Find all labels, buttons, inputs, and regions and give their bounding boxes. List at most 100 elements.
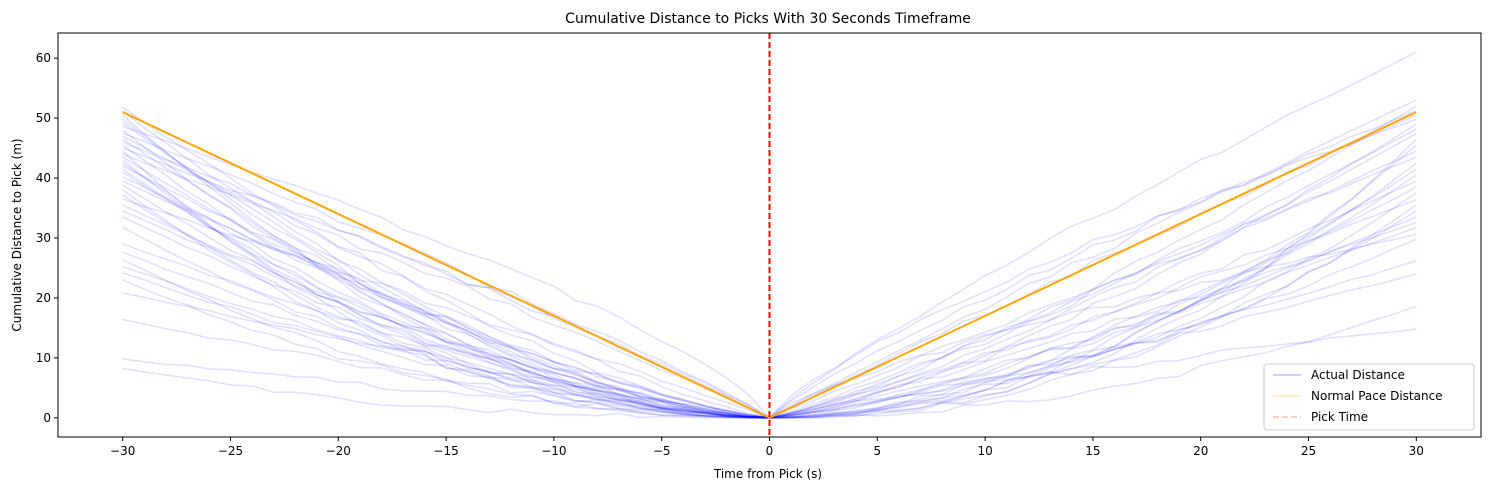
actual-distance-line-after-2	[769, 273, 1417, 419]
x-tick-label-4: −10	[541, 444, 566, 458]
actual-distance-line-before-5	[122, 272, 770, 419]
actual-distance-line-before-34	[122, 129, 770, 419]
actual-distance-line-after-26	[769, 114, 1417, 419]
actual-distance-line-after-25	[768, 118, 1417, 419]
actual-distance-line-before-7	[122, 258, 770, 419]
actual-distance-line-before-4	[122, 279, 770, 419]
legend-box	[1263, 363, 1475, 431]
actual-distance-line-before-36	[122, 122, 770, 419]
actual-distance-line-after-24	[769, 123, 1417, 419]
actual-distance-line-before-30	[122, 141, 770, 419]
actual-distance-line-before-29	[122, 144, 770, 419]
x-tick-label-9: 15	[1085, 444, 1100, 458]
actual-distance-line-after-21	[769, 138, 1417, 419]
y-tick-label-3: 30	[36, 231, 51, 245]
x-tick-label-0: −30	[110, 444, 135, 458]
actual-distance-lines	[122, 51, 1417, 419]
actual-distance-line-after-8	[769, 216, 1417, 419]
actual-distance-line-before-28	[122, 147, 770, 419]
y-tick-label-2: 20	[36, 291, 51, 305]
actual-distance-line-before-33	[122, 132, 770, 419]
actual-distance-line-after-7	[769, 221, 1417, 419]
legend-label-1: Normal Pace Distance	[1311, 389, 1443, 403]
actual-distance-line-before-10	[122, 226, 770, 419]
actual-distance-line-after-19	[769, 150, 1417, 419]
actual-distance-line-before-0	[122, 367, 770, 419]
y-axis-ticks: 0 10 20 30 40 50 60	[36, 51, 58, 425]
actual-distance-line-before-22	[122, 165, 770, 419]
actual-distance-line-before-1	[122, 358, 770, 419]
actual-distance-line-after-18	[769, 156, 1417, 419]
actual-distance-line-before-21	[122, 168, 770, 419]
actual-distance-line-before-3	[122, 292, 770, 419]
x-axis-label: Time from Pick (s)	[713, 467, 822, 481]
actual-distance-line-before-15	[122, 194, 770, 419]
actual-distance-line-before-2	[122, 318, 770, 419]
actual-distance-line-before-32	[122, 135, 770, 419]
actual-distance-line-after-29	[769, 99, 1417, 419]
x-tick-label-10: 20	[1193, 444, 1208, 458]
x-tick-label-12: 30	[1409, 444, 1424, 458]
actual-distance-line-after-17	[769, 162, 1417, 419]
actual-distance-line-after-3	[769, 260, 1417, 419]
actual-distance-line-before-27	[122, 150, 770, 419]
actual-distance-line-before-26	[122, 153, 770, 419]
normal-pace-line	[122, 111, 1417, 419]
actual-distance-line-after-16	[769, 168, 1417, 419]
x-tick-label-2: −20	[326, 444, 351, 458]
actual-distance-line-after-15	[769, 174, 1417, 419]
actual-distance-line-before-6	[122, 266, 770, 419]
x-tick-label-8: 10	[977, 444, 992, 458]
actual-distance-line-after-27	[769, 110, 1417, 419]
actual-distance-line-after-30	[768, 51, 1417, 419]
y-tick-label-0: 0	[43, 411, 51, 425]
actual-distance-line-before-23	[122, 162, 770, 419]
actual-distance-line-before-18	[122, 180, 770, 419]
normal-pace-lines	[122, 111, 1417, 419]
y-tick-label-1: 10	[36, 351, 51, 365]
actual-distance-line-after-4	[769, 238, 1417, 419]
actual-distance-line-after-0	[769, 328, 1417, 419]
actual-distance-line-after-12	[769, 192, 1417, 419]
actual-distance-line-after-13	[769, 186, 1417, 419]
actual-distance-line-before-35	[122, 125, 771, 419]
actual-distance-line-before-8	[122, 251, 770, 419]
legend: Actual Distance Normal Pace Distance Pick …	[1263, 363, 1475, 431]
x-tick-label-3: −15	[433, 444, 458, 458]
actual-distance-line-before-37	[122, 118, 770, 419]
x-tick-label-7: 5	[873, 444, 881, 458]
actual-distance-line-after-5	[769, 233, 1417, 419]
legend-label-2: Pick Time	[1311, 410, 1368, 424]
actual-distance-line-before-13	[122, 204, 770, 419]
actual-distance-line-after-10	[769, 204, 1417, 419]
actual-distance-line-before-19	[122, 176, 770, 419]
actual-distance-line-after-14	[769, 180, 1417, 419]
x-tick-label-11: 25	[1301, 444, 1316, 458]
actual-distance-line-before-20	[122, 171, 770, 419]
actual-distance-line-after-11	[769, 198, 1417, 419]
legend-label-0: Actual Distance	[1311, 368, 1405, 382]
actual-distance-line-before-31	[122, 138, 770, 419]
actual-distance-line-before-25	[122, 156, 770, 419]
y-axis-label: Cumulative Distance to Pick (m)	[10, 138, 24, 331]
actual-distance-line-before-38	[122, 114, 770, 419]
actual-distance-line-after-22	[769, 133, 1417, 419]
chart-title: Cumulative Distance to Picks With 30 Sec…	[565, 11, 971, 27]
actual-distance-line-after-23	[769, 128, 1417, 419]
x-tick-label-1: −25	[218, 444, 243, 458]
x-axis-ticks: −30 −25 −20 −15 −10 −5 0 5 10 15 20 25 30	[110, 437, 1424, 458]
actual-distance-line-after-6	[769, 226, 1417, 419]
actual-distance-line-before-17	[122, 184, 770, 419]
y-tick-label-6: 60	[36, 51, 51, 65]
actual-distance-line-before-12	[122, 210, 770, 419]
actual-distance-line-after-1	[769, 305, 1417, 419]
actual-distance-line-before-40	[122, 106, 770, 419]
actual-distance-line-before-11	[122, 216, 770, 419]
actual-distance-line-after-20	[769, 144, 1417, 419]
actual-distance-line-before-9	[122, 243, 770, 419]
actual-distance-line-before-24	[122, 159, 770, 419]
y-tick-label-4: 40	[36, 171, 51, 185]
actual-distance-line-before-14	[122, 198, 770, 419]
